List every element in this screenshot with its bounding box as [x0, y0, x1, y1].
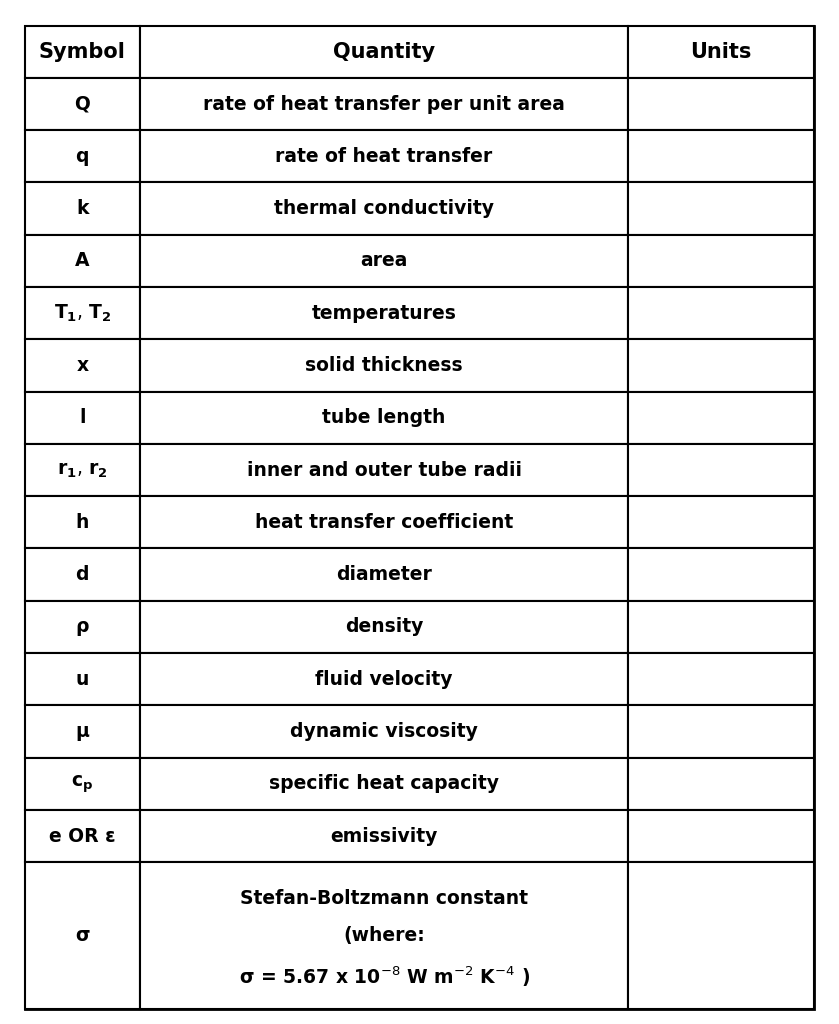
Bar [25, 26, 139, 78]
Bar [628, 287, 814, 339]
Text: emissivity: emissivity [331, 826, 438, 846]
Text: $\mathbf{c_p}$: $\mathbf{c_p}$ [71, 773, 93, 795]
Bar [25, 706, 139, 758]
Bar [139, 26, 628, 78]
Bar [628, 391, 814, 444]
Bar [628, 78, 814, 130]
Bar [25, 234, 139, 287]
Text: area: area [360, 252, 408, 270]
Text: h: h [76, 513, 89, 531]
Bar [25, 810, 139, 862]
Text: $\mathbf{\sigma}$ = 5.67 x 10$^{-8}$ W m$^{-2}$ K$^{-4}$ ): $\mathbf{\sigma}$ = 5.67 x 10$^{-8}$ W m… [238, 965, 529, 989]
Bar [628, 549, 814, 601]
Bar [628, 444, 814, 497]
Bar [25, 287, 139, 339]
Bar [139, 653, 628, 706]
Bar [139, 549, 628, 601]
Bar [25, 391, 139, 444]
Bar [139, 78, 628, 130]
Bar [25, 182, 139, 234]
Text: Units: Units [690, 42, 752, 61]
Bar [139, 234, 628, 287]
Bar [25, 549, 139, 601]
Bar [628, 758, 814, 810]
Bar [628, 130, 814, 182]
Text: u: u [76, 670, 89, 689]
Text: A: A [76, 252, 90, 270]
Text: d: d [76, 565, 89, 584]
Text: Quantity: Quantity [333, 42, 435, 61]
Bar [139, 444, 628, 497]
Bar [139, 339, 628, 391]
Bar [139, 182, 628, 234]
Bar [628, 706, 814, 758]
Bar [139, 706, 628, 758]
Text: $\mathbf{r_1}$, $\mathbf{r_2}$: $\mathbf{r_1}$, $\mathbf{r_2}$ [57, 461, 107, 479]
Text: thermal conductivity: thermal conductivity [274, 199, 494, 218]
Text: density: density [345, 617, 423, 637]
Bar [139, 758, 628, 810]
Text: fluid velocity: fluid velocity [315, 670, 453, 689]
Text: ρ: ρ [76, 617, 89, 637]
Text: Symbol: Symbol [39, 42, 126, 61]
Text: x: x [76, 356, 88, 375]
Text: Q: Q [75, 94, 91, 114]
Bar [628, 182, 814, 234]
Bar [139, 287, 628, 339]
Text: σ: σ [76, 926, 90, 945]
Text: tube length: tube length [322, 409, 446, 427]
Bar [139, 130, 628, 182]
Bar [139, 497, 628, 549]
Text: k: k [76, 199, 89, 218]
Bar [25, 130, 139, 182]
Text: rate of heat transfer: rate of heat transfer [275, 146, 492, 166]
Text: inner and outer tube radii: inner and outer tube radii [247, 461, 522, 479]
Bar [628, 497, 814, 549]
Bar [628, 601, 814, 653]
Bar [25, 862, 139, 1009]
Text: e OR ε: e OR ε [49, 826, 116, 846]
Text: dynamic viscosity: dynamic viscosity [290, 722, 478, 741]
Bar [139, 862, 628, 1009]
Bar [628, 862, 814, 1009]
Bar [628, 810, 814, 862]
Text: solid thickness: solid thickness [305, 356, 463, 375]
Bar [25, 78, 139, 130]
Text: rate of heat transfer per unit area: rate of heat transfer per unit area [203, 94, 565, 114]
Text: μ: μ [76, 722, 89, 741]
Text: l: l [79, 409, 86, 427]
Text: diameter: diameter [336, 565, 432, 584]
Bar [25, 497, 139, 549]
Text: (where:: (where: [343, 926, 425, 945]
Bar [25, 653, 139, 706]
Bar [628, 339, 814, 391]
Bar [628, 234, 814, 287]
Bar [25, 444, 139, 497]
Bar [628, 653, 814, 706]
Bar [139, 810, 628, 862]
Text: specific heat capacity: specific heat capacity [269, 774, 499, 794]
Text: temperatures: temperatures [311, 304, 456, 323]
Text: $\mathbf{T_1}$, $\mathbf{T_2}$: $\mathbf{T_1}$, $\mathbf{T_2}$ [54, 302, 111, 324]
Bar [25, 758, 139, 810]
Bar [25, 601, 139, 653]
Text: heat transfer coefficient: heat transfer coefficient [255, 513, 513, 531]
Bar [139, 391, 628, 444]
Text: q: q [76, 146, 89, 166]
Bar [25, 339, 139, 391]
Bar [628, 26, 814, 78]
Text: Stefan-Boltzmann constant: Stefan-Boltzmann constant [240, 889, 528, 908]
Bar [139, 601, 628, 653]
